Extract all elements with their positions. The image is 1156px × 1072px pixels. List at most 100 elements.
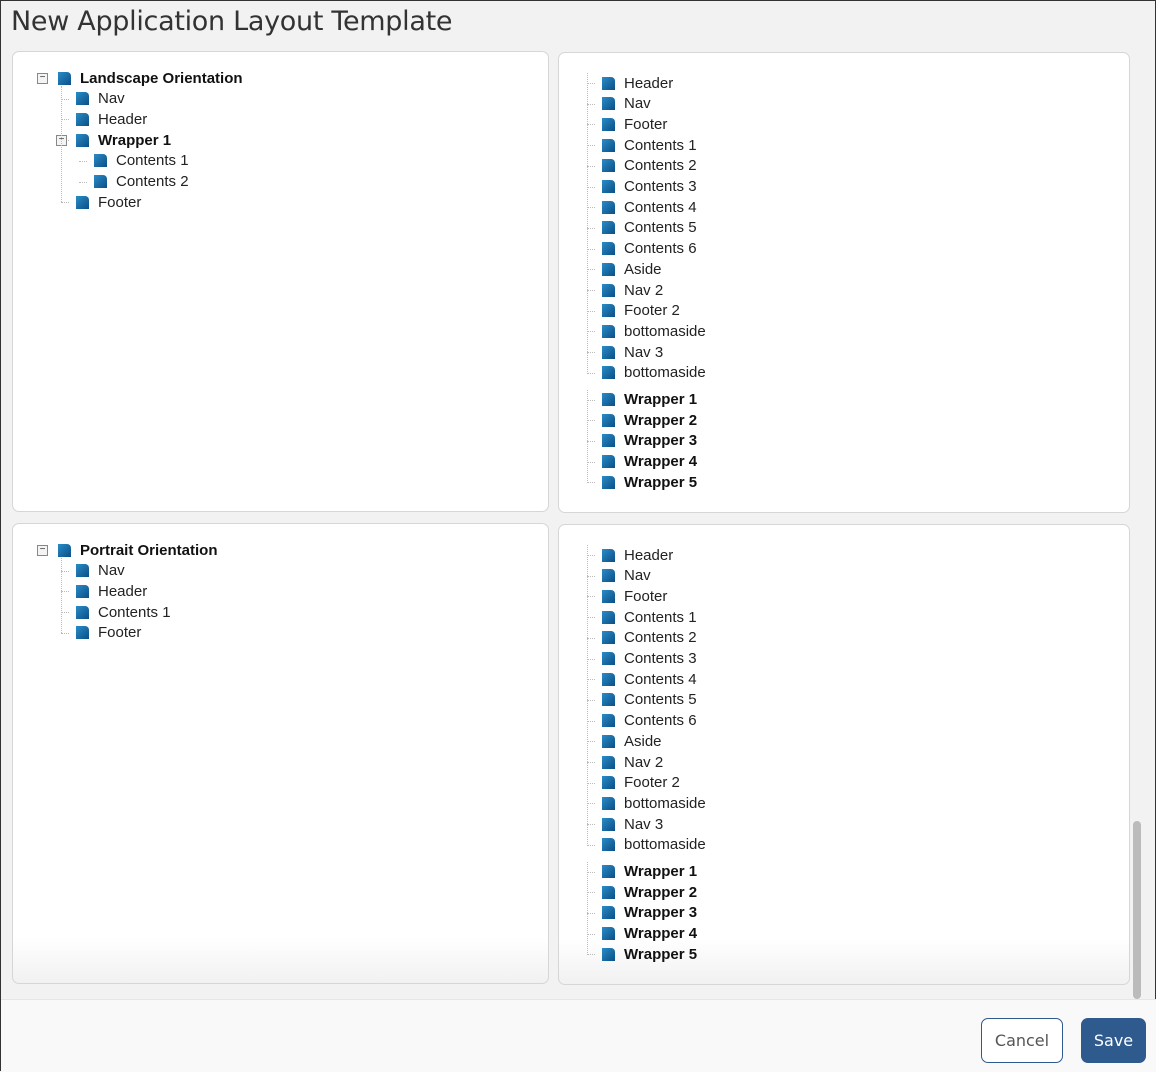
wrapper-item[interactable]: Wrapper 2 (602, 410, 697, 430)
component-item[interactable]: Nav 3 (602, 814, 663, 834)
node-label: bottomaside (624, 836, 706, 854)
node-icon (602, 589, 615, 603)
component-item[interactable]: Footer (602, 586, 667, 606)
tree-root[interactable]: Landscape Orientation (58, 68, 243, 88)
tree-connector (61, 86, 62, 203)
node-icon (602, 734, 615, 748)
component-item[interactable]: Nav (602, 94, 651, 114)
component-item[interactable]: Contents 1 (602, 607, 697, 627)
node-icon (602, 221, 615, 235)
tree-connector (587, 440, 595, 442)
node-icon (58, 71, 71, 85)
node-label: Wrapper 3 (624, 904, 698, 922)
tree-node[interactable]: Contents 2 (94, 172, 189, 192)
node-label: Wrapper 5 (624, 945, 698, 963)
tree-connector (587, 310, 595, 312)
node-icon (602, 242, 615, 256)
component-item[interactable]: Aside (602, 731, 662, 751)
collapse-toggle-icon[interactable]: − (37, 545, 48, 556)
component-item[interactable]: Nav 2 (602, 752, 663, 772)
node-label: Header (98, 110, 148, 128)
tree-node[interactable]: Nav (76, 89, 125, 109)
component-item[interactable]: Contents 4 (602, 669, 697, 689)
component-item[interactable]: bottomaside (602, 321, 706, 341)
component-item[interactable]: Contents 6 (602, 239, 697, 259)
tree-node[interactable]: Footer (76, 623, 141, 643)
component-item[interactable]: Nav (602, 566, 651, 586)
save-button[interactable]: Save (1081, 1018, 1146, 1063)
component-item[interactable]: Contents 2 (602, 156, 697, 176)
wrapper-item[interactable]: Wrapper 4 (602, 452, 697, 472)
tree-node[interactable]: Wrapper 1 (76, 130, 171, 150)
node-label: Nav 3 (624, 815, 664, 833)
node-label: Header (624, 74, 674, 92)
node-icon (602, 652, 615, 665)
tree-connector (587, 679, 595, 681)
tree-connector (587, 331, 595, 333)
wrapper-item[interactable]: Wrapper 2 (602, 882, 697, 902)
wrapper-item[interactable]: Wrapper 4 (602, 924, 697, 944)
component-item[interactable]: Footer (602, 114, 667, 134)
component-item[interactable]: bottomaside (602, 363, 706, 383)
node-icon (602, 776, 615, 790)
component-item[interactable]: Footer 2 (602, 301, 680, 321)
tree-connector (587, 892, 595, 894)
component-item[interactable]: Contents 5 (602, 690, 697, 710)
wrapper-item[interactable]: Wrapper 5 (602, 944, 697, 964)
component-item[interactable]: Contents 3 (602, 177, 697, 197)
scrollbar[interactable] (1133, 821, 1141, 999)
node-label: bottomaside (624, 794, 706, 812)
component-item[interactable]: Footer 2 (602, 773, 680, 793)
tree-node[interactable]: Contents 1 (94, 151, 189, 171)
component-item[interactable]: Nav 2 (602, 280, 663, 300)
component-item[interactable]: Contents 3 (602, 649, 697, 669)
tree-connector (587, 871, 595, 873)
tree-connector (587, 555, 595, 556)
component-item[interactable]: Contents 1 (602, 135, 697, 155)
wrapper-item[interactable]: Wrapper 1 (602, 862, 697, 882)
tree-connector (587, 227, 595, 229)
node-icon (76, 564, 89, 578)
node-label: Nav (624, 95, 651, 113)
cancel-button[interactable]: Cancel (981, 1018, 1063, 1063)
node-icon (602, 714, 615, 728)
tree-connector (587, 420, 595, 422)
component-item[interactable]: Contents 6 (602, 711, 697, 731)
component-item[interactable]: Header (602, 545, 673, 565)
component-item[interactable]: Header (602, 73, 673, 93)
node-label: Contents 2 (624, 629, 697, 647)
node-icon (76, 92, 89, 106)
tree-root[interactable]: Portrait Orientation (58, 540, 218, 560)
tree-connector (587, 145, 595, 147)
component-item[interactable]: Aside (602, 259, 662, 279)
node-label: Contents 2 (116, 173, 189, 190)
wrapper-item[interactable]: Wrapper 3 (602, 431, 697, 451)
node-label: Aside (624, 732, 662, 750)
node-icon (602, 885, 615, 899)
node-icon (602, 455, 615, 469)
component-item[interactable]: Nav 3 (602, 342, 663, 362)
component-item[interactable]: Contents 4 (602, 197, 697, 217)
tree-node[interactable]: Footer (76, 192, 141, 212)
tree-node[interactable]: Header (76, 109, 147, 129)
component-item[interactable]: bottomaside (602, 793, 706, 813)
node-icon (76, 584, 89, 598)
tree-node[interactable]: Nav (76, 561, 125, 581)
tree-connector (61, 98, 69, 100)
tree-connector (587, 861, 588, 955)
wrapper-item[interactable]: Wrapper 5 (602, 472, 697, 492)
component-item[interactable]: bottomaside (602, 835, 706, 855)
node-icon (602, 838, 615, 852)
component-item[interactable]: Contents 5 (602, 218, 697, 238)
tree-node[interactable]: Contents 1 (76, 602, 171, 622)
collapse-toggle-icon[interactable]: − (37, 73, 48, 84)
tree-node[interactable]: Header (76, 581, 147, 601)
tree-connector (587, 596, 595, 598)
tree-connector (587, 83, 595, 84)
node-icon (602, 262, 615, 276)
tree-connector (587, 399, 595, 401)
component-item[interactable]: Contents 2 (602, 628, 697, 648)
wrapper-item[interactable]: Wrapper 1 (602, 390, 697, 410)
wrapper-item[interactable]: Wrapper 3 (602, 903, 697, 923)
node-icon (602, 393, 615, 406)
